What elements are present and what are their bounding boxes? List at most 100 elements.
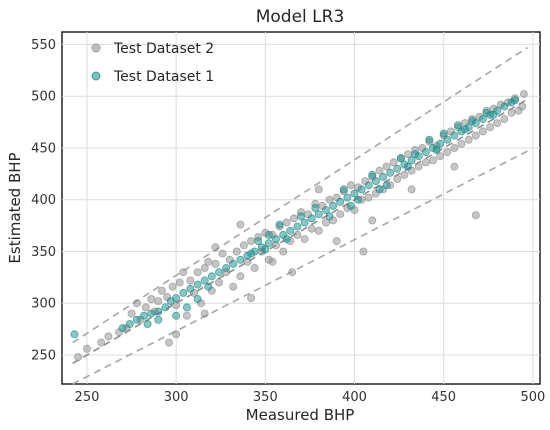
- scatter-point: [154, 297, 163, 306]
- scatter-point: [70, 330, 79, 339]
- series-1: [74, 90, 528, 362]
- scatter-point: [271, 235, 280, 244]
- scatter-point: [336, 197, 345, 206]
- scatter-point: [182, 311, 191, 320]
- scatter-point: [172, 330, 181, 339]
- scatter-point: [200, 309, 209, 318]
- x-tick-label: 300: [164, 390, 189, 405]
- scatter-point: [214, 268, 223, 277]
- scatter-point: [286, 226, 295, 235]
- scatter-point: [314, 226, 323, 235]
- scatter-point: [493, 119, 502, 128]
- y-tick-label: 450: [31, 141, 56, 156]
- scatter-point: [247, 249, 256, 258]
- scatter-point: [275, 220, 284, 229]
- scatter-point: [236, 272, 245, 281]
- scatter-point: [247, 294, 256, 303]
- scatter-point: [382, 162, 391, 171]
- scatter-point: [229, 259, 238, 268]
- scatter-point: [282, 218, 291, 227]
- scatter-point: [200, 263, 209, 272]
- scatter-point: [311, 203, 320, 212]
- scatter-point: [289, 214, 298, 223]
- y-tick-label: 400: [31, 193, 56, 208]
- scatter-point: [411, 150, 420, 159]
- scatter-point: [143, 319, 152, 328]
- scatter-point: [154, 307, 163, 316]
- scatter-point: [321, 218, 330, 227]
- scatter-point: [141, 303, 150, 312]
- scatter-point: [127, 309, 136, 318]
- scatter-point: [264, 239, 273, 248]
- scatter-point: [214, 278, 223, 287]
- scatter-point: [468, 117, 477, 126]
- scatter-point: [161, 303, 170, 312]
- scatter-point: [172, 294, 181, 303]
- scatter-point: [218, 249, 227, 258]
- scatter-point: [179, 268, 188, 277]
- scatter-point: [154, 315, 163, 324]
- x-axis-ticks: 250 300 350 400 450 500: [75, 390, 546, 405]
- scatter-point: [293, 230, 302, 239]
- scatter-point: [350, 189, 359, 198]
- series-2: [70, 96, 519, 339]
- scatter-point: [239, 241, 248, 250]
- scatter-point: [232, 247, 241, 256]
- scatter-point: [329, 201, 338, 210]
- scatter-point: [357, 185, 366, 194]
- scatter-point: [74, 353, 83, 362]
- scatter-point: [339, 185, 348, 194]
- scatter-point: [104, 332, 113, 341]
- scatter-point: [250, 263, 259, 272]
- scatter-point: [486, 123, 495, 132]
- scatter-point: [132, 299, 141, 308]
- scatter-point: [186, 276, 195, 285]
- scatter-point: [354, 195, 363, 204]
- scatter-point: [293, 222, 302, 231]
- scatter-point: [414, 162, 423, 171]
- scatter-point: [439, 129, 448, 138]
- legend-label-test-dataset-2: Test Dataset 2: [113, 41, 214, 57]
- plot-area: [61, 31, 541, 385]
- scatter-point: [193, 280, 202, 289]
- scatter-point: [500, 102, 509, 111]
- scatter-point: [139, 311, 148, 320]
- scatter-point: [407, 185, 416, 194]
- scatter-point: [336, 210, 345, 219]
- scatter-point: [118, 324, 127, 333]
- legend: Test Dataset 2 Test Dataset 1: [91, 41, 214, 85]
- scatter-point: [346, 181, 355, 190]
- scatter-point: [207, 272, 216, 281]
- scatter-point: [254, 237, 263, 246]
- scatter-point: [457, 139, 466, 148]
- y-tick-label: 350: [31, 245, 56, 260]
- scatter-point: [421, 148, 430, 157]
- scatter-point: [193, 295, 202, 304]
- scatter-point: [450, 131, 459, 140]
- scatter-point: [443, 148, 452, 157]
- bound-reference-line: [72, 46, 528, 344]
- scatter-point: [519, 90, 528, 99]
- x-tick-label: 500: [520, 390, 545, 405]
- scatter-point: [461, 125, 470, 134]
- scatter-point: [229, 282, 238, 291]
- scatter-point: [125, 319, 134, 328]
- scatter-point: [204, 257, 213, 266]
- scatter-point: [478, 115, 487, 124]
- scatter-point: [364, 193, 373, 202]
- scatter-point: [211, 243, 220, 252]
- scatter-point: [471, 211, 480, 220]
- scatter-point: [403, 162, 412, 171]
- scatter-point: [179, 288, 188, 297]
- scatter-point: [211, 259, 220, 268]
- scatter-point: [222, 263, 231, 272]
- scatter-point: [168, 282, 177, 291]
- scatter-point: [378, 172, 387, 181]
- scatter-point: [432, 145, 441, 154]
- scatter-point: [307, 224, 316, 233]
- scatter-point: [314, 210, 323, 219]
- scatter-point: [268, 257, 277, 266]
- y-tick-label: 550: [31, 38, 56, 53]
- grid-lines: [62, 32, 540, 384]
